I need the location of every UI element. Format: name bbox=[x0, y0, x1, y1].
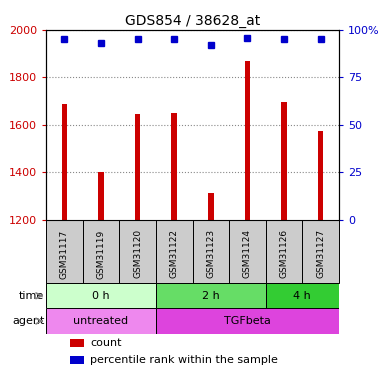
Bar bbox=[98, 172, 104, 220]
Text: GSM31123: GSM31123 bbox=[206, 230, 215, 279]
Text: agent: agent bbox=[12, 316, 44, 326]
Text: time: time bbox=[19, 291, 44, 301]
Text: 4 h: 4 h bbox=[293, 291, 311, 301]
Bar bbox=[244, 61, 250, 220]
Title: GDS854 / 38628_at: GDS854 / 38628_at bbox=[125, 13, 260, 28]
FancyBboxPatch shape bbox=[266, 220, 302, 283]
Text: GSM31127: GSM31127 bbox=[316, 230, 325, 279]
FancyBboxPatch shape bbox=[156, 308, 339, 334]
FancyBboxPatch shape bbox=[46, 220, 83, 283]
Text: count: count bbox=[90, 338, 122, 348]
Bar bbox=[135, 114, 141, 220]
Text: GSM31126: GSM31126 bbox=[280, 230, 288, 279]
Bar bbox=[70, 356, 84, 364]
Text: GSM31124: GSM31124 bbox=[243, 230, 252, 278]
Text: percentile rank within the sample: percentile rank within the sample bbox=[90, 355, 278, 365]
Text: GSM31119: GSM31119 bbox=[97, 230, 105, 279]
FancyBboxPatch shape bbox=[266, 283, 339, 308]
FancyBboxPatch shape bbox=[229, 220, 266, 283]
FancyBboxPatch shape bbox=[302, 220, 339, 283]
FancyBboxPatch shape bbox=[83, 220, 119, 283]
FancyBboxPatch shape bbox=[192, 220, 229, 283]
FancyBboxPatch shape bbox=[156, 220, 192, 283]
FancyBboxPatch shape bbox=[46, 283, 156, 308]
FancyBboxPatch shape bbox=[156, 283, 266, 308]
Bar bbox=[70, 339, 84, 347]
FancyBboxPatch shape bbox=[46, 308, 156, 334]
Bar bbox=[281, 102, 287, 220]
Bar bbox=[208, 192, 214, 220]
Text: 0 h: 0 h bbox=[92, 291, 110, 301]
Text: TGFbeta: TGFbeta bbox=[224, 316, 271, 326]
Text: untreated: untreated bbox=[74, 316, 129, 326]
Text: GSM31120: GSM31120 bbox=[133, 230, 142, 279]
Text: GSM31122: GSM31122 bbox=[170, 230, 179, 278]
Bar bbox=[62, 104, 67, 220]
FancyBboxPatch shape bbox=[119, 220, 156, 283]
Bar bbox=[318, 131, 323, 220]
Bar bbox=[171, 113, 177, 220]
Text: 2 h: 2 h bbox=[202, 291, 220, 301]
Text: GSM31117: GSM31117 bbox=[60, 230, 69, 279]
